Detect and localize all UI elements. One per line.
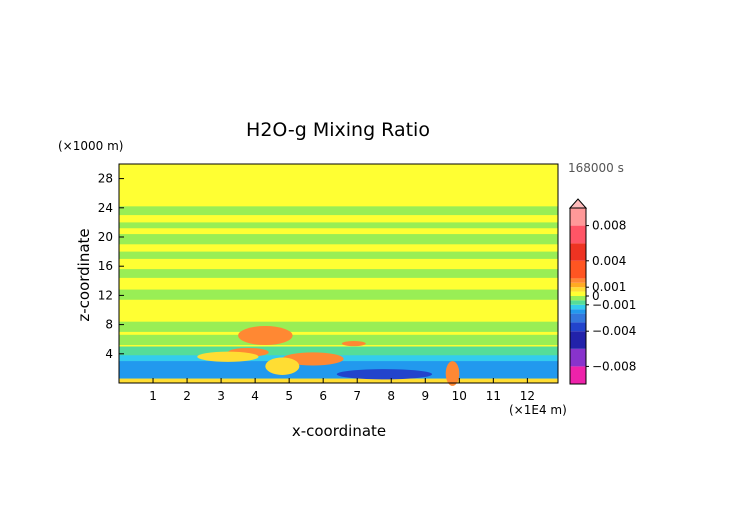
y-axis: 4 8 12 16 20 24 28 (98, 172, 124, 361)
colorbar-band (570, 309, 586, 314)
x-tick-label: 3 (217, 389, 225, 403)
x-tick-label: 5 (285, 389, 293, 403)
x-tick-label: 1 (149, 389, 157, 403)
colorbar-band (570, 322, 586, 332)
colorbar-tick-label: 0.008 (592, 219, 626, 233)
field-blob (238, 326, 293, 346)
x-tick-label: 6 (319, 389, 327, 403)
x-tick-label: 9 (421, 389, 429, 403)
y-tick-label: 20 (98, 230, 113, 244)
colorbar-tick-label: −0.001 (592, 298, 636, 312)
colorbar-band (570, 282, 586, 288)
chart-title: H2O-g Mixing Ratio (246, 119, 430, 141)
field-layer (119, 289, 558, 300)
x-tick-label: 12 (520, 389, 535, 403)
colorbar-band (570, 260, 586, 279)
colorbar-over-arrow (568, 198, 588, 209)
x-tick-label: 2 (183, 389, 191, 403)
heatmap-field (119, 164, 558, 386)
field-layer (119, 251, 558, 259)
x-tick-label: 7 (353, 389, 361, 403)
y-tick-label: 8 (105, 318, 113, 332)
colorbar-band (570, 348, 586, 367)
colorbar-band (570, 313, 586, 323)
colorbar-band (570, 291, 586, 296)
field-layer (119, 222, 558, 229)
field-layer (119, 234, 558, 245)
field-blob (341, 341, 366, 347)
x-tick-label: 10 (452, 389, 467, 403)
x-axis-title: x-coordinate (292, 422, 386, 440)
colorbar-tick-label: 0.004 (592, 254, 626, 268)
colorbar-band (570, 287, 586, 292)
field-layer (119, 269, 558, 278)
colorbar-band (570, 296, 586, 301)
colorbar-band (570, 225, 586, 244)
x-unit-label: (×1E4 m) (509, 403, 567, 417)
field-blob (282, 352, 344, 366)
colorbar-tick-label: 0 (592, 289, 600, 303)
y-axis-title: z-coordinate (75, 228, 93, 321)
time-label: 168000 s (568, 161, 624, 175)
x-tick-label: 4 (251, 389, 259, 403)
colorbar-band (570, 300, 586, 305)
colorbar-tick-label: 0.001 (592, 280, 626, 294)
field-blob (265, 357, 300, 375)
y-tick-label: 16 (98, 259, 113, 273)
field-blob (336, 369, 433, 380)
colorbar-band (570, 331, 586, 349)
field-layer (119, 321, 558, 332)
x-tick-label: 8 (387, 389, 395, 403)
colorbar-band (570, 243, 586, 261)
colorbar-band (570, 208, 586, 226)
field-blob (197, 351, 259, 362)
y-unit-label: (×1000 m) (58, 139, 123, 153)
field-layer (119, 334, 558, 346)
y-tick-label: 4 (105, 347, 113, 361)
field-layer (119, 206, 558, 216)
y-tick-label: 28 (98, 172, 113, 186)
colorbar-tick-label: −0.008 (592, 359, 636, 373)
colorbar-band (570, 278, 586, 283)
x-axis: 1 2 3 4 5 6 7 8 9 10 11 12 (149, 378, 535, 403)
plot-frame (118, 163, 559, 384)
x-tick-label: 11 (486, 389, 501, 403)
field-layer (119, 378, 558, 383)
colorbar-tick-label: −0.004 (592, 324, 636, 338)
y-tick-label: 24 (98, 201, 113, 215)
y-tick-label: 12 (98, 288, 113, 302)
colorbar-band (570, 366, 586, 384)
colorbar-band (570, 304, 586, 310)
field-layer (119, 361, 558, 379)
field-blob (445, 361, 460, 386)
